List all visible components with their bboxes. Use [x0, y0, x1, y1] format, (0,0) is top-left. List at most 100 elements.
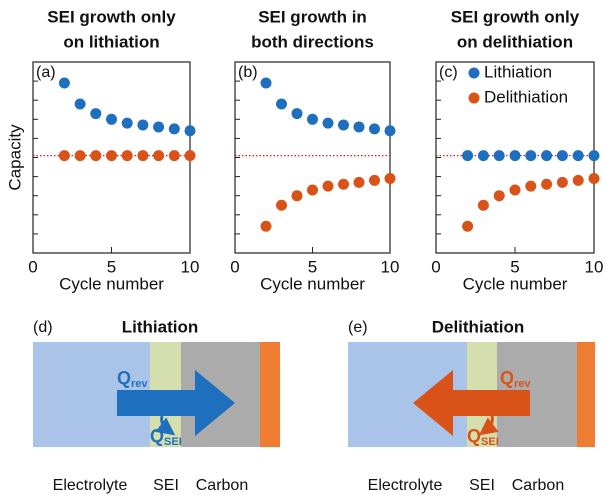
data-point: [588, 150, 600, 162]
data-point: [322, 117, 334, 129]
data-point: [184, 150, 196, 162]
data-point: [338, 178, 349, 190]
data-point: [509, 184, 521, 196]
data-point: [121, 150, 133, 162]
legend-label: Delithiation: [484, 87, 568, 106]
region-label: Electrolyte: [368, 477, 443, 494]
data-point: [90, 108, 102, 120]
data-point: [572, 174, 584, 186]
region-label: Carbon: [196, 477, 248, 494]
data-point: [276, 98, 287, 110]
legend-marker: [468, 92, 480, 104]
q-rev: Qrev: [500, 368, 531, 390]
x-tick-label: 5: [308, 257, 317, 276]
data-point: [137, 119, 149, 131]
data-point: [260, 77, 272, 89]
data-point: [307, 184, 318, 196]
data-point: [322, 180, 334, 192]
q-rev: Qrev: [117, 368, 148, 390]
data-point: [353, 121, 365, 133]
side-arrow: [478, 415, 499, 436]
data-point: [90, 150, 102, 162]
panel-label: (e): [348, 319, 368, 336]
y-axis-label: Capacity: [5, 124, 24, 191]
data-point: [291, 190, 303, 202]
chart-title: on lithiation: [63, 32, 159, 51]
data-point: [137, 150, 149, 162]
chart-title: SEI growth only: [451, 7, 580, 26]
data-point: [307, 113, 318, 125]
data-point: [369, 174, 380, 186]
data-point: [74, 150, 86, 162]
x-tick-label: 10: [181, 257, 200, 276]
data-point: [477, 199, 489, 211]
diagram-title: Delithiation: [432, 317, 525, 336]
data-point: [556, 176, 568, 188]
data-point: [291, 108, 303, 120]
q-sei: QSEI: [467, 426, 499, 448]
region-label: Electrolyte: [53, 477, 128, 494]
region-label: SEI: [469, 477, 495, 494]
legend-marker: [468, 67, 480, 79]
data-point: [493, 150, 505, 162]
data-point: [541, 150, 553, 162]
data-point: [477, 150, 489, 162]
x-tick-label: 0: [230, 257, 239, 276]
data-point: [509, 150, 521, 162]
data-point: [462, 150, 474, 162]
diagram-e: Qrev QSEI (e) Delithiation Electrolyte S…: [348, 317, 595, 494]
data-point: [462, 220, 474, 232]
chart-title: SEI growth only: [47, 7, 176, 26]
data-point: [74, 98, 86, 110]
current-collector: [260, 342, 280, 447]
x-tick-label: 0: [28, 257, 37, 276]
region-label: Carbon: [512, 477, 564, 494]
data-point: [384, 125, 396, 137]
x-tick-label: 0: [431, 257, 440, 276]
data-point: [541, 178, 553, 190]
x-tick-label: 5: [107, 257, 116, 276]
x-tick-label: 10: [381, 257, 400, 276]
plot-frame: [234, 61, 391, 254]
data-point: [276, 199, 287, 211]
arrow: [117, 370, 235, 436]
data-point: [260, 220, 272, 232]
data-point: [106, 113, 117, 125]
data-point: [588, 173, 600, 185]
x-tick-label: 5: [510, 257, 519, 276]
data-point: [338, 119, 349, 131]
current-collector: [577, 342, 595, 447]
data-point: [184, 125, 196, 137]
panel-label: (a): [36, 64, 56, 81]
chart-title: both directions: [251, 32, 374, 51]
panel-label: (c): [439, 64, 458, 81]
data-point: [525, 150, 537, 162]
data-point: [572, 150, 584, 162]
data-point: [153, 121, 165, 133]
arrow: [413, 370, 530, 436]
diagram-title: Lithiation: [122, 317, 198, 336]
data-point: [58, 77, 70, 89]
legend-label: Lithiation: [484, 62, 552, 81]
chart-title: SEI growth in: [258, 7, 367, 26]
x-tick-label: 10: [585, 257, 604, 276]
chart-title: on delithiation: [457, 32, 573, 51]
data-point: [168, 150, 180, 162]
data-point: [493, 190, 505, 202]
q-sei: QSEI: [150, 426, 182, 448]
x-axis-label: Cycle number: [59, 274, 164, 293]
data-point: [168, 123, 180, 135]
data-point: [121, 117, 133, 129]
x-axis-label: Cycle number: [260, 274, 365, 293]
side-arrow: [155, 415, 176, 436]
region-label: SEI: [153, 477, 179, 494]
panel-label: (b): [238, 64, 258, 81]
data-point: [384, 173, 396, 185]
data-point: [58, 150, 70, 162]
data-point: [353, 176, 365, 188]
data-point: [153, 150, 165, 162]
x-axis-label: Cycle number: [463, 274, 568, 293]
data-point: [525, 180, 537, 192]
diagram-d: Qrev QSEI (d) Lithiation Electrolyte SEI…: [33, 317, 280, 494]
